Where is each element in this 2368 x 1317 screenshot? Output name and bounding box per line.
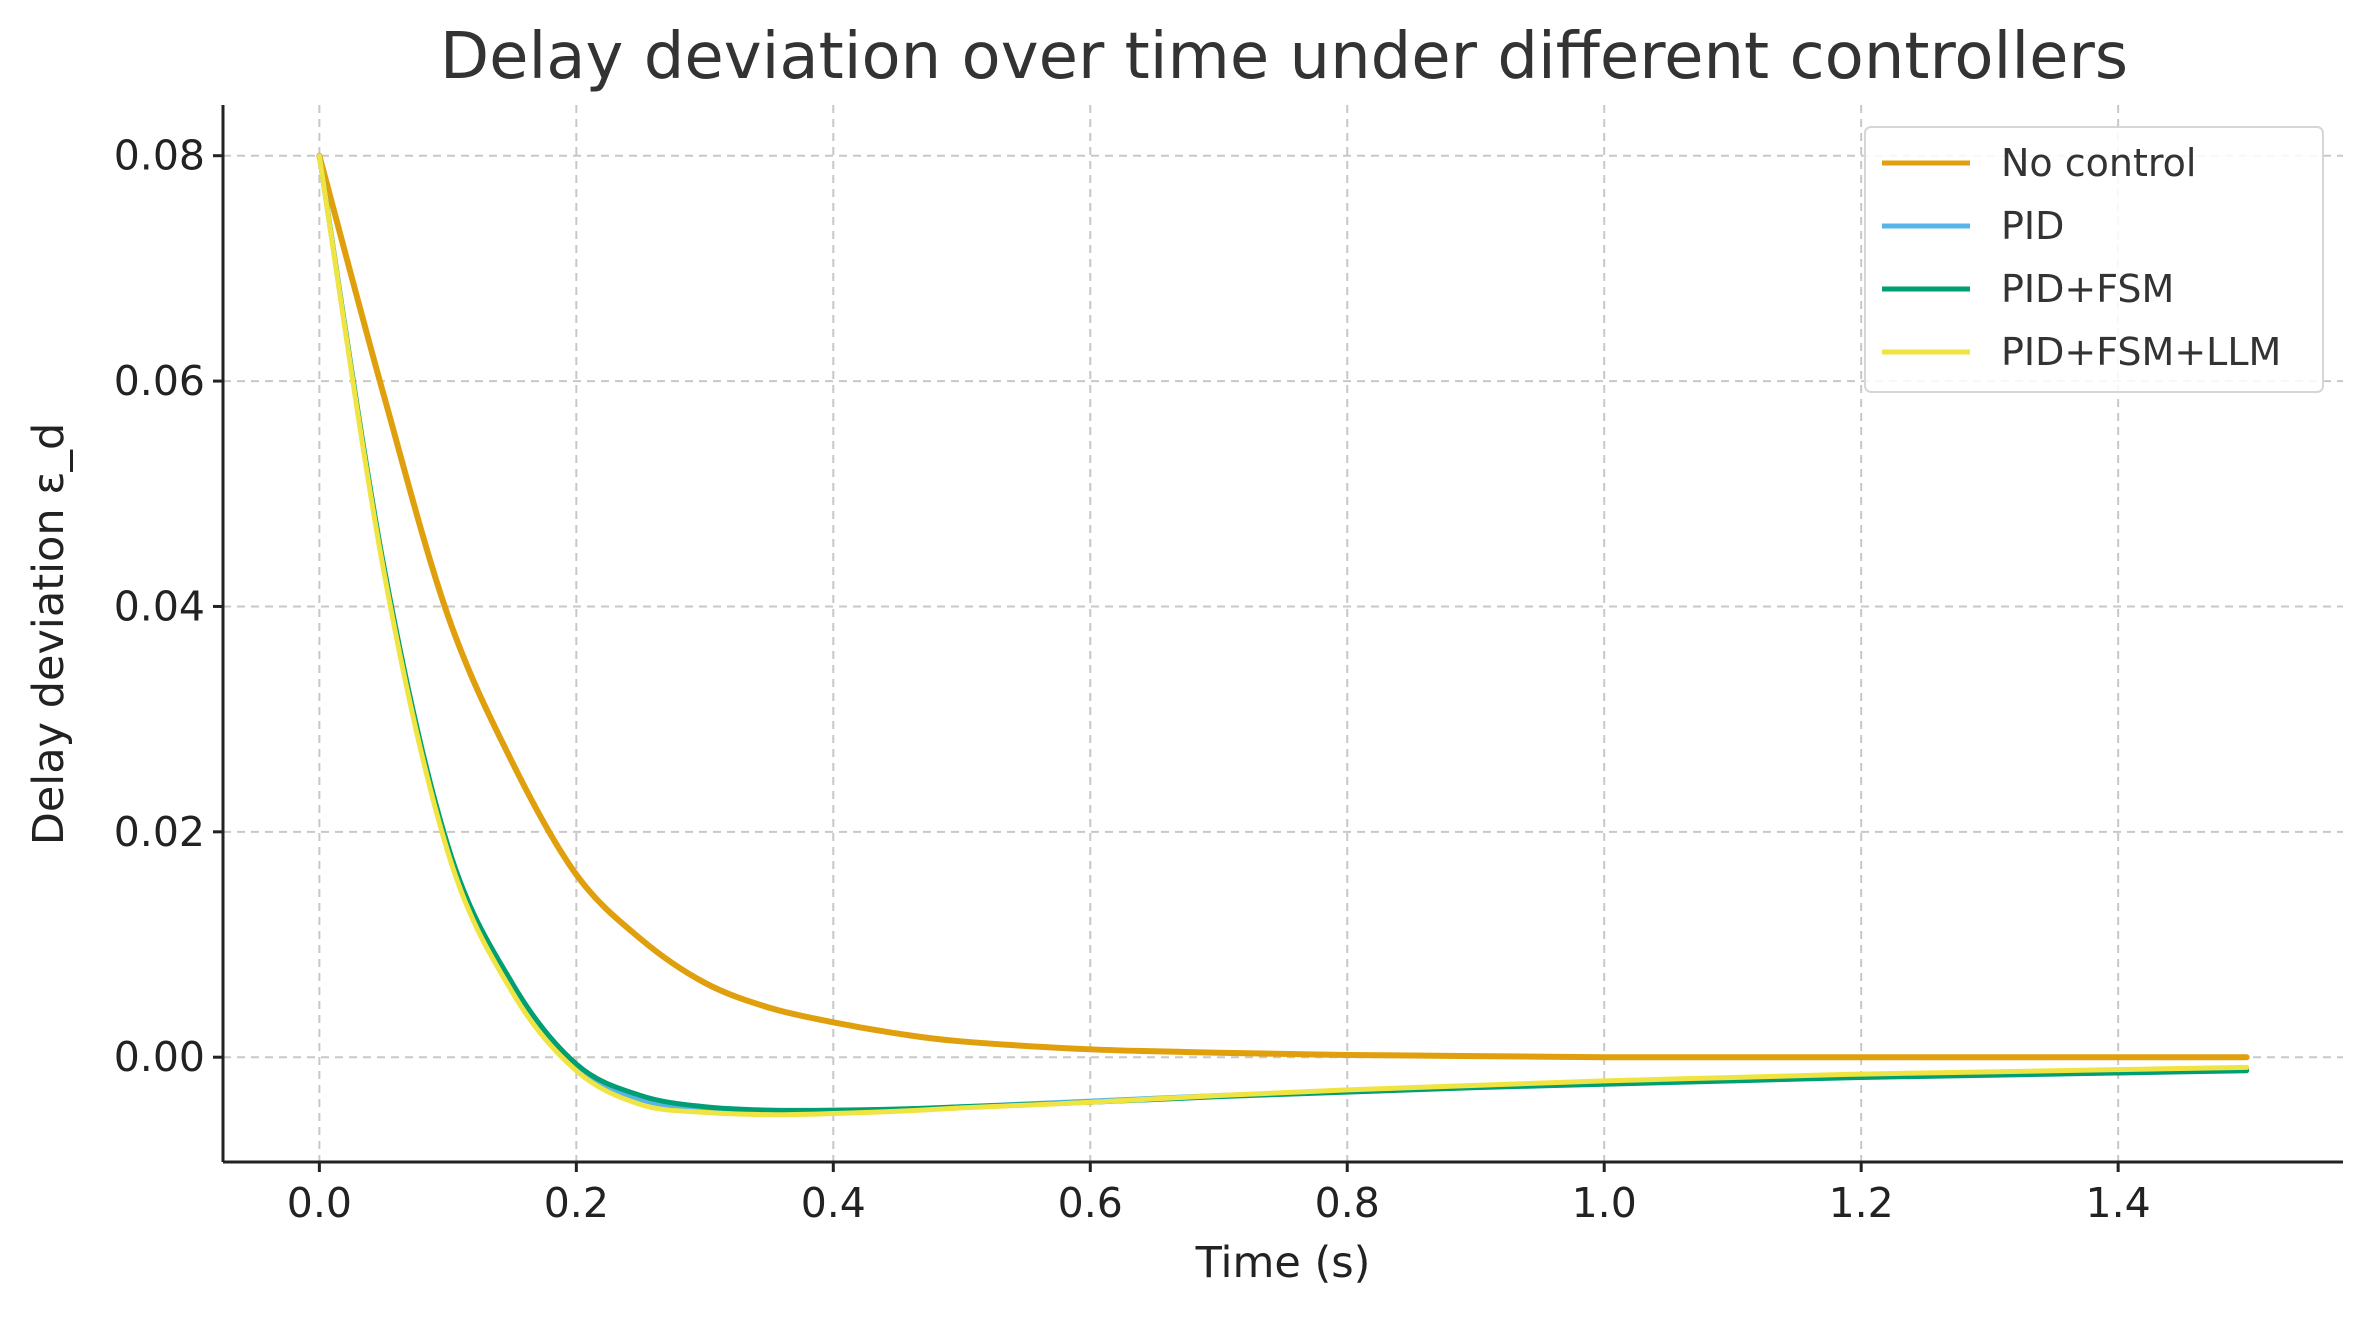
x-tick-label: 0.2 <box>544 1179 609 1227</box>
x-ticks: 0.0 0.2 0.4 0.6 0.8 1.0 1.2 1.4 <box>287 1162 2151 1227</box>
series-line-no-control <box>316 152 2250 1061</box>
y-tick-label: 0.06 <box>114 357 205 405</box>
y-tick-label: 0.02 <box>114 808 205 856</box>
series-line-pid-fsm-llm <box>316 153 2250 1118</box>
x-tick-label: 1.0 <box>1572 1179 1637 1227</box>
legend-label-no-control: No control <box>2001 141 2196 185</box>
x-tick-label: 1.4 <box>2086 1179 2151 1227</box>
y-ticks: 0.00 0.02 0.04 0.06 0.08 <box>114 132 223 1081</box>
legend-frame <box>1864 126 2324 393</box>
y-tick-label: 0.04 <box>114 582 205 630</box>
y-tick-label: 0.00 <box>114 1033 205 1081</box>
legend-label-pid: PID <box>2001 204 2064 248</box>
y-axis-title: Delay deviation ε_d <box>24 423 74 846</box>
chart-title: Delay deviation over time under differen… <box>440 20 2128 94</box>
legend: No control PID PID+FSM PID+FSM+LLM <box>1864 126 2324 393</box>
x-tick-label: 0.8 <box>1315 1179 1380 1227</box>
x-tick-label: 0.6 <box>1058 1179 1123 1227</box>
plot-lines <box>316 152 2250 1118</box>
y-tick-label: 0.08 <box>114 132 205 180</box>
legend-label-pid-fsm-llm: PID+FSM+LLM <box>2001 330 2281 374</box>
x-tick-label: 0.4 <box>801 1179 866 1227</box>
x-tick-label: 1.2 <box>1829 1179 1894 1227</box>
x-axis-title: Time (s) <box>1195 1238 1371 1288</box>
x-tick-label: 0.0 <box>287 1179 352 1227</box>
legend-label-pid-fsm: PID+FSM <box>2001 267 2174 311</box>
